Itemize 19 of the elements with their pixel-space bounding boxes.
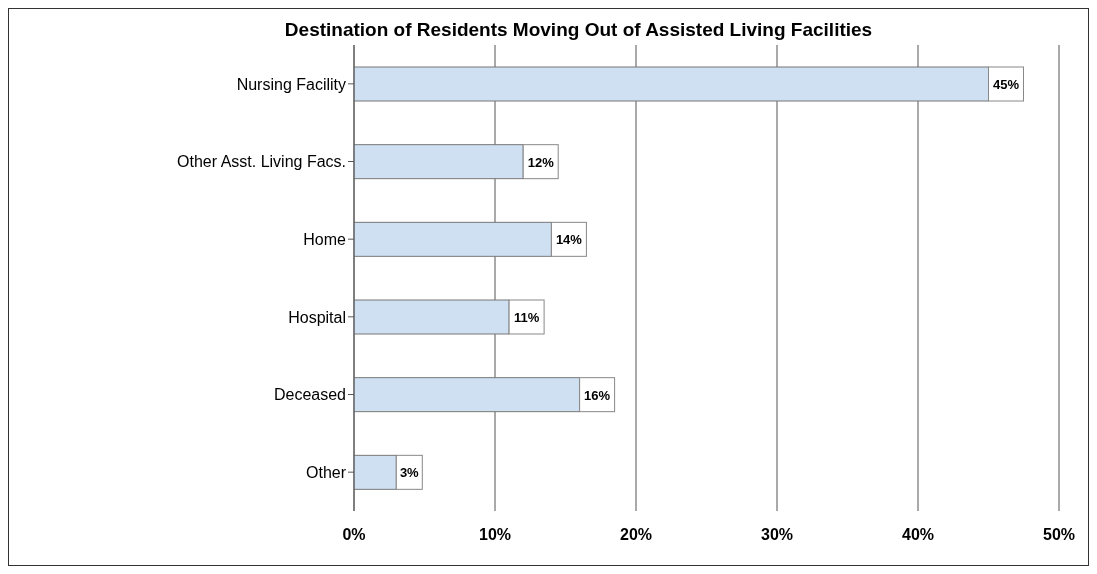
data-label: 12% [527, 154, 555, 170]
data-label: 11% [513, 310, 540, 325]
x-tick-label: 40% [901, 526, 935, 544]
data-label: 45% [992, 77, 1020, 92]
x-tick-label: 20% [619, 526, 653, 544]
x-tick-label: 50% [1042, 526, 1076, 544]
data-label: 3% [399, 465, 420, 481]
data-label: 14% [555, 232, 583, 248]
y-tick-label: Deceased [273, 386, 346, 404]
chart-title: Destination of Residents Moving Out of Assisted Living Facilities [283, 19, 874, 41]
y-tick-label: Hospital [288, 308, 346, 326]
y-tick-label: Other [305, 463, 347, 481]
data-label: 16% [584, 387, 611, 403]
y-tick-label: Nursing Facility [236, 75, 346, 93]
x-tick-label: 30% [760, 526, 794, 544]
y-tick-label: Home [303, 230, 347, 248]
x-tick-label: 0% [342, 526, 366, 544]
y-tick-label: Other Asst. Living Facs. [177, 153, 346, 171]
x-tick-label: 10% [478, 526, 512, 544]
